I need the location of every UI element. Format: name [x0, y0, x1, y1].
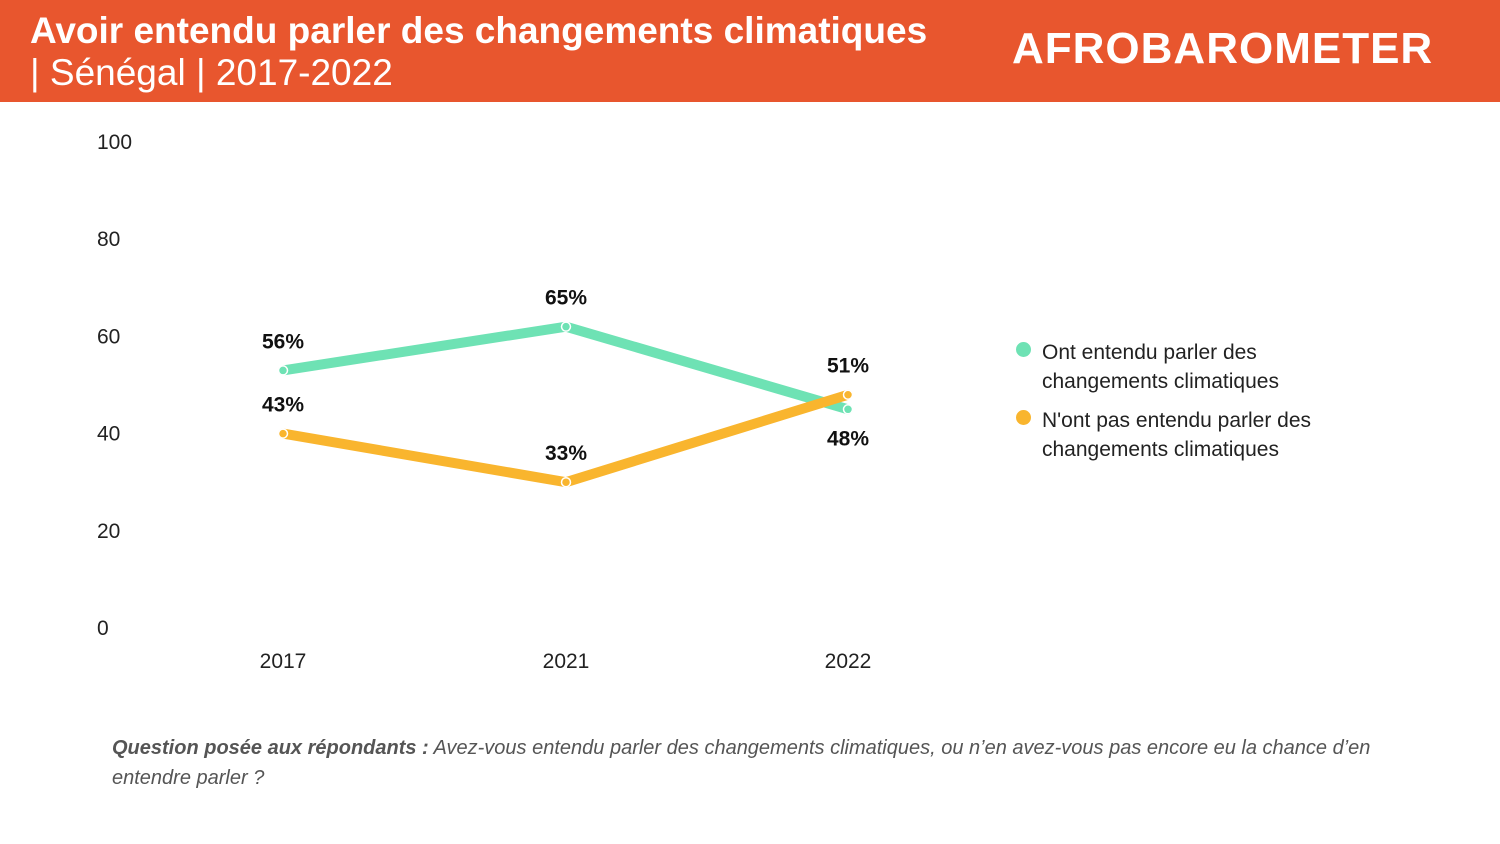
series-0-point-0: [277, 365, 289, 376]
series-1-point-1: [560, 476, 572, 488]
legend-dot-not-heard: [1016, 410, 1031, 425]
legend-label-not-heard-line1: N'ont pas entendu parler des: [1042, 409, 1312, 432]
series-0-data-label-1: 65%: [545, 287, 587, 310]
y-tick-label-0: 0: [97, 617, 109, 640]
y-tick-label-40: 40: [97, 423, 120, 446]
series-1-point-0: [277, 428, 289, 439]
series-0-point-1: [560, 321, 572, 332]
page-title: Avoir entendu parler des changements cli…: [30, 10, 930, 94]
y-tick-label-60: 60: [97, 325, 120, 348]
x-tick-label-2017: 2017: [260, 650, 307, 673]
question-text: Avez-vous entendu parler des changements…: [112, 737, 1371, 789]
legend-label-heard-line1: Ont entendu parler des: [1042, 341, 1257, 364]
legend-label-not-heard-line2: changements climatiques: [1042, 438, 1279, 461]
chart-legend: Ont entendu parler des changements clima…: [1012, 338, 1452, 474]
series-1-point-2: [842, 389, 854, 400]
header-banner: Avoir entendu parler des changements cli…: [0, 0, 1500, 102]
series-line-1: [278, 389, 853, 488]
y-tick-label-80: 80: [97, 228, 120, 251]
series-1-data-label-1: 33%: [545, 442, 587, 465]
legend-item-not-heard: N'ont pas entendu parler des changements…: [1012, 406, 1452, 464]
series-line-0: [278, 321, 853, 415]
legend-dot-heard: [1016, 342, 1031, 357]
y-tick-label-20: 20: [97, 520, 120, 543]
x-tick-label-2022: 2022: [825, 650, 872, 673]
title-subtitle: | Sénégal | 2017-2022: [30, 52, 393, 93]
afrobarometer-logo: AFROBAROMETER: [1012, 24, 1434, 73]
series-0-point-2: [842, 404, 854, 415]
series-0-data-label-2: 48%: [827, 427, 869, 450]
series-1-data-label-2: 51%: [827, 355, 869, 378]
y-tick-label-100: 100: [97, 131, 132, 154]
series-0-data-label-0: 56%: [262, 330, 304, 353]
question-label: Question posée aux répondants :: [112, 737, 429, 759]
legend-item-heard: Ont entendu parler des changements clima…: [1012, 338, 1452, 396]
x-tick-label-2021: 2021: [543, 650, 590, 673]
title-main: Avoir entendu parler des changements cli…: [30, 10, 928, 51]
question-footnote: Question posée aux répondants : Avez-vou…: [112, 733, 1402, 793]
legend-label-heard-line2: changements climatiques: [1042, 370, 1279, 393]
line-chart: 0 20 40 60 80 100 2017 2021 2022 56% 65% 48% 43% 33% 5…: [97, 131, 872, 673]
series-1-data-label-0: 43%: [262, 394, 304, 417]
